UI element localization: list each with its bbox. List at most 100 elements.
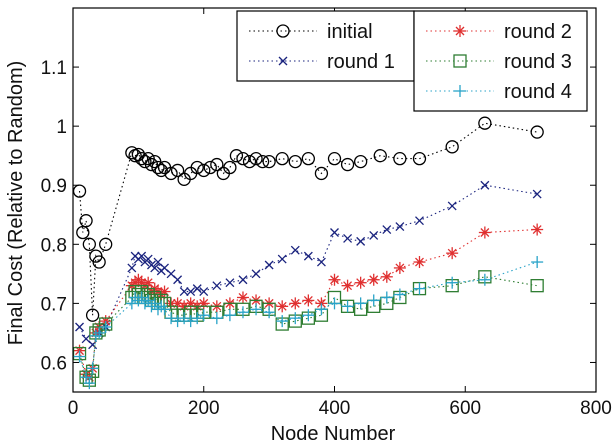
data-point: [413, 256, 426, 269]
legend-marker: [454, 85, 466, 97]
data-point: [354, 297, 367, 310]
data-point: [82, 237, 96, 251]
data-point: [151, 160, 165, 175]
data-point: [530, 125, 544, 139]
legend-marker: [276, 24, 290, 38]
legend-box-2: round 2 round 3 round 4: [413, 10, 588, 112]
data-point: [445, 140, 459, 154]
data-point: [447, 201, 457, 211]
data-point: [289, 312, 302, 325]
data-point: [236, 291, 249, 304]
data-point: [199, 287, 209, 297]
data-point: [316, 257, 326, 267]
data-point: [478, 273, 491, 286]
data-point: [289, 297, 302, 310]
data-point: [186, 287, 196, 297]
data-point: [341, 279, 354, 292]
data-point: [328, 297, 341, 310]
data-point: [242, 154, 257, 169]
data-point: [263, 306, 276, 319]
data-point: [236, 306, 249, 319]
data-point: [86, 362, 99, 375]
data-point: [341, 300, 354, 313]
data-point: [75, 322, 84, 332]
legend-label: round 3: [504, 51, 572, 73]
data-point: [393, 261, 406, 274]
data-point: [277, 254, 287, 264]
data-point: [225, 278, 235, 288]
legend-marker: [454, 25, 466, 37]
data-point: [197, 163, 211, 178]
data-point: [478, 226, 491, 239]
legend-label: round 4: [504, 81, 572, 103]
data-point: [480, 180, 490, 190]
data-point: [446, 276, 459, 289]
data-point: [155, 300, 168, 313]
data-point: [255, 154, 270, 169]
data-point: [395, 222, 405, 232]
data-point: [343, 233, 353, 243]
legend: initial round 1 round 2 round 3 round 4: [236, 10, 588, 112]
data-point: [154, 163, 168, 178]
data-point: [412, 151, 427, 166]
data-point: [380, 270, 393, 283]
x-tick-label: 200: [188, 398, 220, 419]
data-point: [367, 294, 380, 307]
data-point: [191, 312, 204, 325]
data-point: [125, 297, 138, 310]
data-point: [531, 223, 544, 236]
data-point: [192, 284, 202, 294]
data-point: [238, 275, 248, 285]
data-point: [184, 315, 197, 328]
data-point: [530, 279, 544, 293]
axes: 0 200 400 600 800 0.6 0.7 0.8 0.9 1 1.1: [41, 7, 612, 419]
legend-frame: [236, 10, 415, 82]
data-point: [354, 276, 367, 289]
data-point: [158, 303, 171, 316]
data-point: [382, 225, 392, 234]
data-point: [92, 255, 106, 269]
data-point: [164, 166, 178, 181]
data-point: [532, 189, 542, 199]
data-point: [83, 377, 96, 390]
data-point: [165, 312, 178, 325]
data-point: [203, 160, 217, 175]
data-point: [210, 157, 224, 172]
series-line: [78, 122, 538, 316]
data-point: [143, 254, 153, 264]
data-point: [210, 312, 223, 325]
data-point: [327, 151, 342, 166]
data-point: [380, 291, 393, 304]
x-tick-label: 800: [580, 398, 612, 419]
data-point: [89, 329, 102, 342]
x-tick-label: 0: [68, 398, 79, 419]
data-point: [137, 251, 147, 261]
data-point: [80, 371, 93, 384]
legend-marker: [278, 56, 288, 66]
data-point: [373, 149, 387, 163]
data-point: [73, 350, 86, 363]
y-tick-label: 1.1: [41, 58, 67, 79]
data-point: [99, 321, 112, 334]
data-point: [446, 247, 459, 260]
legend-box-1: initial round 1: [236, 10, 415, 82]
y-tick-label: 0.7: [41, 294, 67, 315]
y-tick-label: 0.6: [41, 353, 67, 374]
data-point: [170, 163, 185, 178]
data-point: [85, 308, 100, 322]
y-axis-title: Final Cost (Relative to Random): [5, 61, 27, 346]
data-point: [93, 326, 106, 339]
data-point: [393, 288, 406, 301]
data-point: [340, 157, 355, 172]
data-point: [288, 154, 302, 169]
data-point: [236, 151, 250, 166]
data-point: [79, 214, 93, 228]
data-point: [171, 315, 184, 328]
data-point: [150, 263, 160, 273]
data-point: [223, 309, 236, 322]
data-point: [356, 236, 366, 246]
data-point: [413, 282, 426, 295]
data-point: [249, 151, 263, 166]
data-point: [229, 149, 244, 163]
